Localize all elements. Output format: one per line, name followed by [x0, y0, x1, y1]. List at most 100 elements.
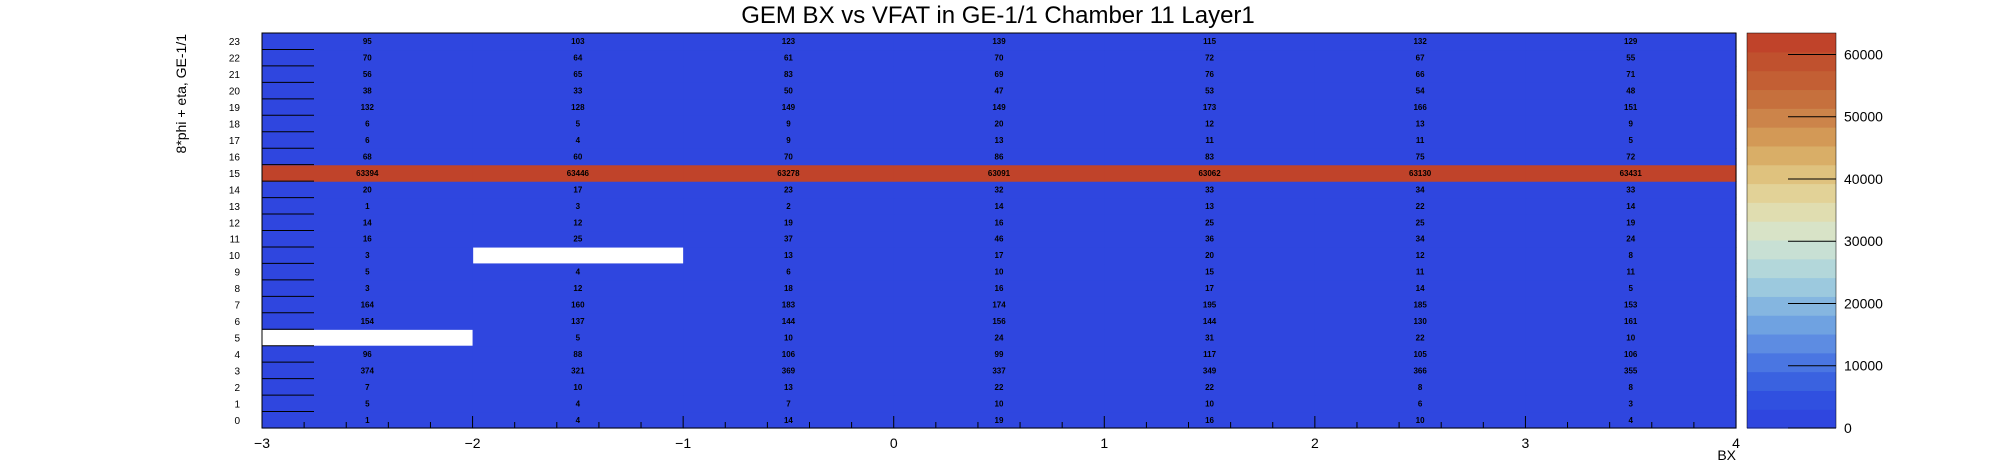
cell-value-label: 3 [365, 251, 370, 260]
cell-value-label: 16 [1205, 416, 1214, 425]
heatmap-cell [1314, 296, 1527, 314]
y-tick-label: 19 [229, 103, 241, 114]
cell-value-label: 7 [365, 383, 370, 392]
heatmap-cell [1525, 263, 1737, 281]
cell-value-label: 22 [995, 383, 1004, 392]
heatmap-cell [262, 98, 474, 116]
heatmap-cell [893, 246, 1105, 265]
heatmap-cell [683, 395, 895, 413]
heatmap-cell [1525, 362, 1737, 380]
cell-value-label: 369 [782, 366, 796, 375]
heatmap-cell [472, 148, 684, 166]
heatmap-cell [1525, 82, 1737, 100]
colorbar-segment [1747, 258, 1836, 279]
cell-value-label: 13 [1205, 202, 1214, 211]
cell-value-label: 63431 [1620, 169, 1643, 178]
cell-value-label: 55 [1626, 54, 1635, 63]
cell-value-label: 129 [1624, 37, 1638, 46]
cell-value-label: 70 [784, 152, 793, 161]
heatmap-cell [262, 82, 474, 100]
cell-value-label: 8 [1418, 383, 1423, 392]
heatmap-cell [1314, 65, 1527, 83]
cell-value-label: 156 [992, 317, 1006, 326]
y-tick-label: 3 [234, 366, 240, 377]
colorbar-segment [1747, 89, 1836, 109]
heatmap-cell [1525, 49, 1737, 67]
cell-value-label: 4 [576, 268, 581, 277]
heatmap-cell [472, 197, 684, 215]
heatmap-cell [1314, 181, 1527, 199]
y-tick-label: 23 [229, 37, 241, 48]
cell-value-label: 166 [1413, 103, 1427, 112]
heatmap-cell [472, 115, 684, 133]
heatmap-cell [1314, 230, 1527, 248]
heatmap-cell [893, 411, 1105, 429]
heatmap-cell [1104, 345, 1316, 363]
cell-value-label: 83 [1205, 152, 1214, 161]
heatmap-cell [1525, 181, 1737, 199]
heatmap-cell [1314, 148, 1527, 166]
cell-value-label: 13 [1416, 120, 1425, 129]
x-tick-label: −2 [465, 435, 481, 451]
cell-value-label: 17 [1205, 284, 1214, 293]
heatmap-cell [1314, 329, 1527, 347]
heatmap-cell [472, 395, 684, 413]
heatmap-cell [472, 378, 684, 396]
colorbar-segment [1747, 183, 1836, 203]
cell-value-label: 3 [365, 284, 370, 293]
cell-value-label: 144 [782, 317, 796, 326]
cell-value-label: 11 [1416, 136, 1425, 145]
colorbar-segment [1747, 239, 1836, 260]
cell-value-label: 9 [1628, 120, 1633, 129]
cell-value-label: 6 [786, 268, 791, 277]
cell-value-label: 183 [782, 301, 796, 310]
cell-value-label: 6 [365, 120, 370, 129]
heatmap-cell [893, 329, 1105, 347]
heatmap-cell [262, 279, 474, 297]
cell-value-label: 63091 [988, 169, 1011, 178]
colorbar-segment [1747, 145, 1836, 166]
y-tick-label: 6 [234, 317, 240, 328]
heatmap-cell [1525, 296, 1737, 314]
y-tick-label: 20 [229, 87, 241, 98]
colorbar-segment [1747, 333, 1836, 354]
cell-value-label: 14 [1416, 284, 1425, 293]
y-tick-label: 18 [229, 120, 241, 131]
cell-value-label: 5 [1628, 136, 1633, 145]
cell-value-label: 22 [1416, 202, 1425, 211]
heatmap-cell [683, 411, 895, 429]
y-tick-label: 4 [234, 350, 240, 361]
heatmap-cell [1314, 98, 1527, 116]
cell-value-label: 25 [573, 235, 582, 244]
heatmap-cell [262, 378, 474, 396]
heatmap-cell [1525, 115, 1737, 133]
heatmap-cell [1104, 49, 1316, 67]
heatmap-cell [1104, 263, 1316, 281]
heatmap-cell [262, 395, 474, 413]
heatmap-cell [262, 148, 474, 166]
heatmap-cell [683, 115, 895, 133]
heatmap-cell [1104, 65, 1316, 83]
heatmap-cell [1314, 246, 1527, 265]
cell-value-label: 96 [363, 350, 372, 359]
heatmap-cell [1104, 181, 1316, 199]
heatmap-cell [1525, 148, 1737, 166]
heatmap-cell [262, 181, 474, 199]
heatmap-cell [1314, 115, 1527, 133]
cell-value-label: 151 [1624, 103, 1638, 112]
y-tick-label: 21 [229, 70, 241, 81]
colorbar-tick-label: 50000 [1844, 109, 1883, 125]
cell-value-label: 1 [365, 202, 370, 211]
x-tick-label: 0 [890, 435, 898, 451]
heatmap-cell [262, 345, 474, 363]
cell-value-label: 321 [571, 366, 585, 375]
heatmap-cell [683, 214, 895, 232]
heatmap-cell [472, 131, 684, 149]
cell-value-label: 75 [1416, 152, 1425, 161]
cell-value-label: 366 [1413, 366, 1427, 375]
colorbar-segment [1747, 315, 1836, 335]
y-tick-label: 5 [234, 333, 240, 344]
cell-value-label: 56 [363, 70, 372, 79]
heatmap-cell [472, 362, 684, 380]
heatmap-cell [1104, 329, 1316, 347]
